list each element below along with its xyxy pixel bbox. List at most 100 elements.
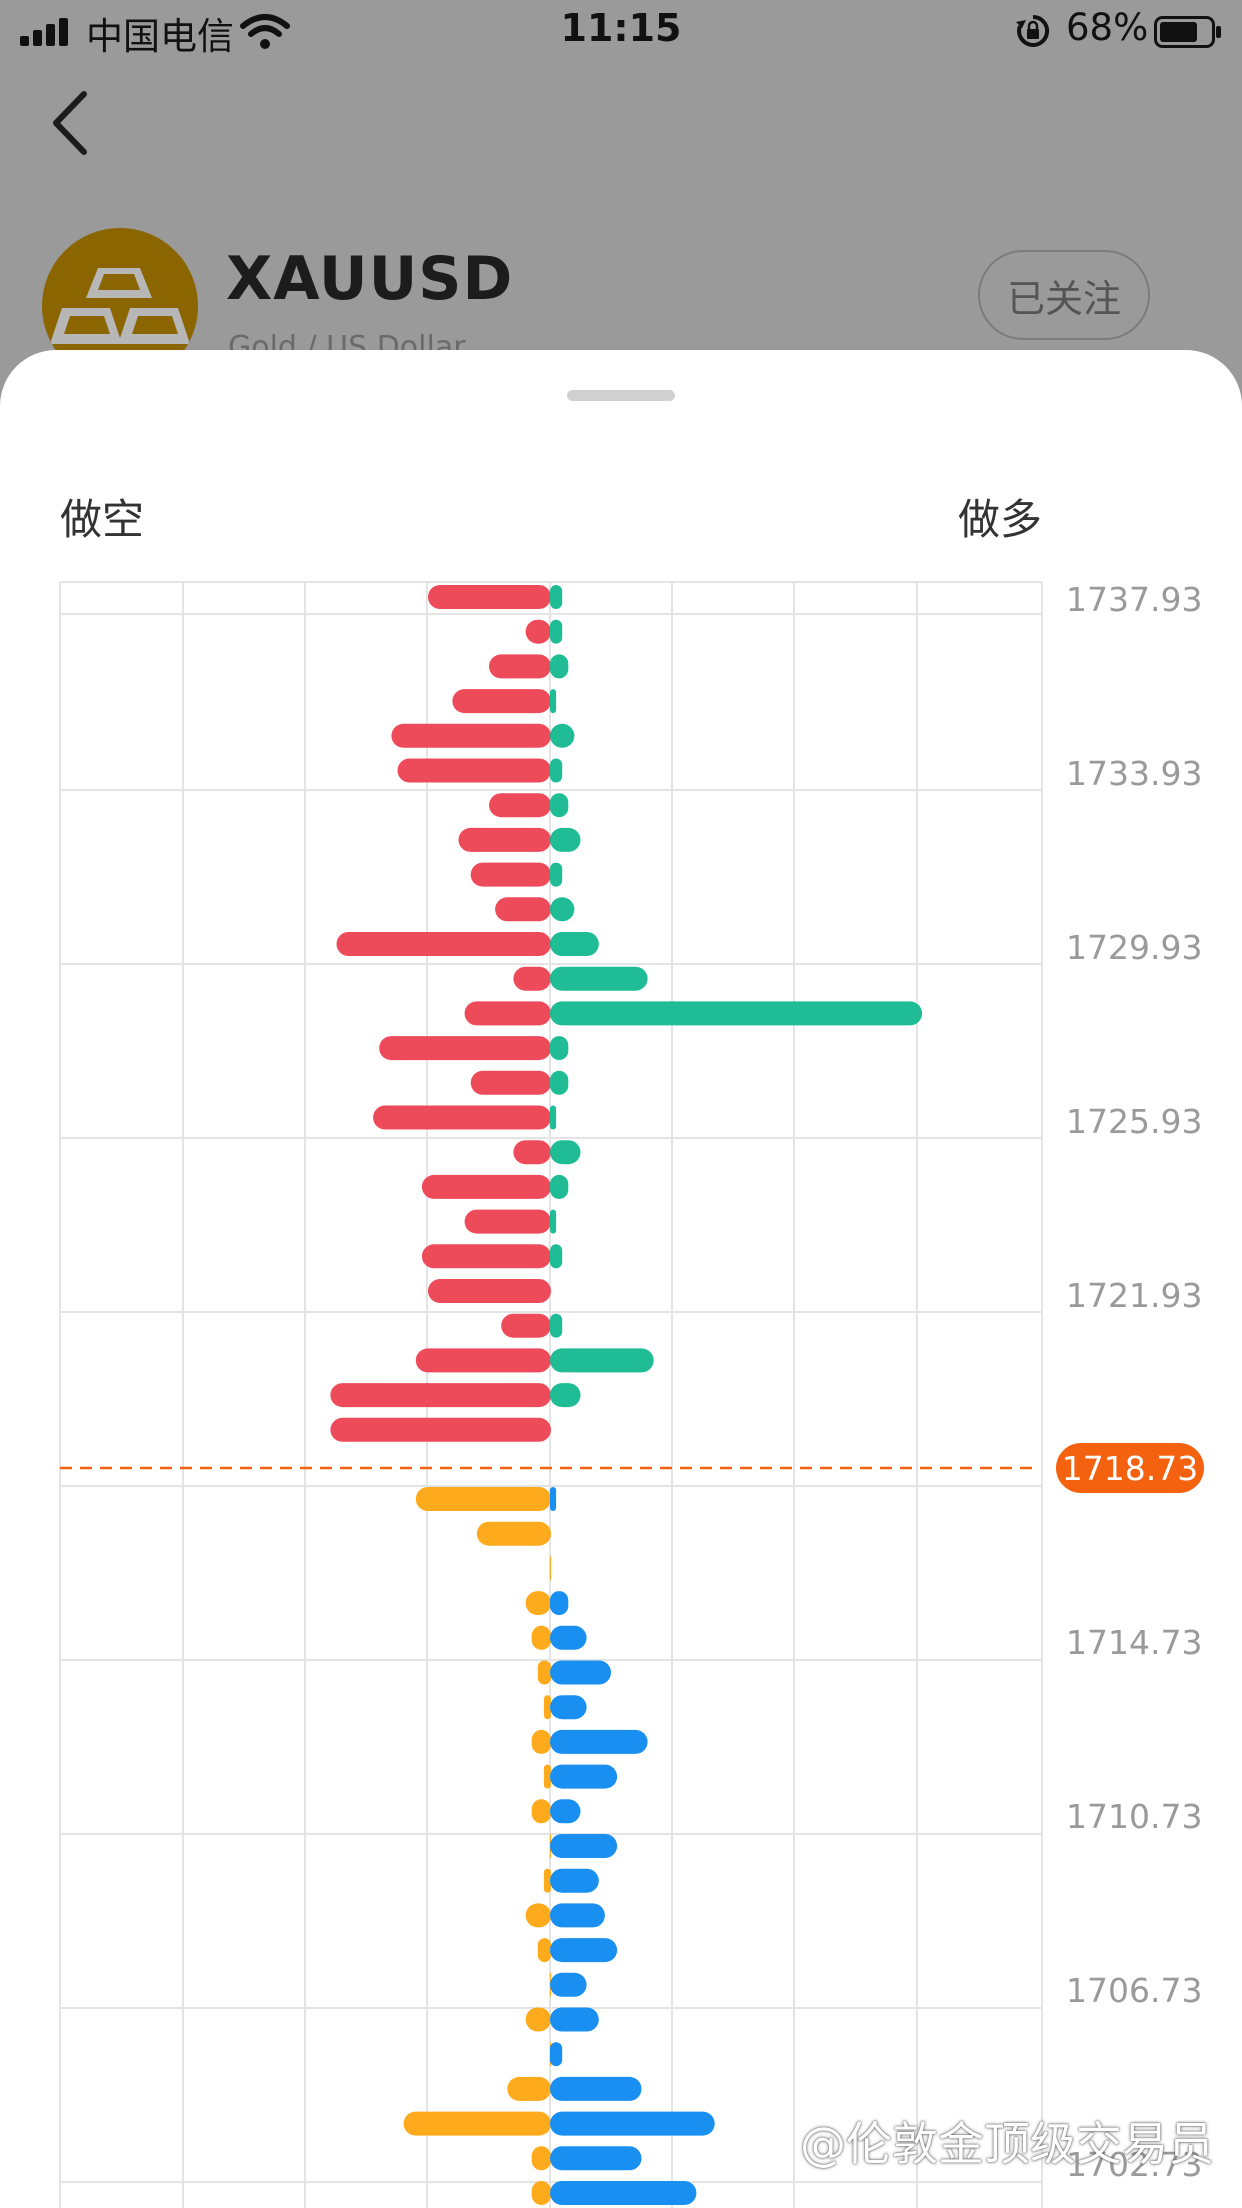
long-bar-above [550,1174,569,1199]
short-bar-above [525,619,551,644]
long-bar-above [550,585,563,609]
short-bar-below [531,1729,551,1754]
short-bar-above [397,758,551,783]
short-bar-above [489,793,551,818]
signal-strength-icon [20,18,68,46]
long-bar-below [550,1938,618,1963]
price-tick-label: 1714.73 [1066,1623,1202,1662]
price-tick-label: 1706.73 [1066,1971,1202,2010]
carrier-name: 中国电信 [86,15,234,58]
long-bar-below [550,1834,618,1858]
short-bar-above [458,827,551,852]
long-bar-below [550,1972,587,1997]
long-bar-above [550,689,557,714]
long-bar-below [550,1591,569,1616]
long-bar-above [550,1348,654,1373]
long-bar-above [550,897,575,922]
price-tick-label: 1710.73 [1066,1797,1202,1836]
long-bar-below [550,1660,611,1685]
long-bar-below [550,1903,605,1928]
long-bar-below [550,2007,599,2032]
short-bar-above [391,723,551,748]
short-bar-below [543,1868,551,1893]
price-tick-label: 1702.73 [1066,2145,1202,2184]
price-tick-label: 1725.93 [1066,1102,1202,1141]
long-bar-below [550,1625,587,1650]
current-price-label: 1718.73 [1062,1449,1198,1488]
short-bar-below [537,1660,551,1685]
short-bar-above [464,1001,551,1026]
long-bar-above [550,1209,557,1234]
short-bar-below [531,2181,551,2205]
short-bar-above [336,932,551,956]
short-bar-above [470,862,551,887]
short-bar-below [543,1764,551,1789]
short-bar-below [531,2146,551,2171]
long-bar-above [550,654,569,679]
short-bar-below [403,2111,551,2136]
long-bar-above [550,619,563,644]
price-tick-label: 1729.93 [1066,928,1202,967]
long-label: 做多 [958,495,1043,544]
short-bar-below [415,1487,551,1511]
short-bar-above [513,1140,551,1165]
back-arrow-icon[interactable] [46,88,94,158]
status-bar: 中国电信 11:15 68% [0,0,1242,66]
long-bar-below [550,1868,599,1893]
long-bar-below [550,2181,697,2205]
long-bar-above [550,827,581,852]
long-bar-above [550,758,563,783]
long-bar-above [550,793,569,818]
short-bar-below [531,1625,551,1650]
short-bar-below [543,1695,551,1720]
short-bar-above [428,1279,551,1303]
short-bar-above [379,1036,551,1061]
short-bar-above [330,1383,551,1408]
short-bar-above [470,1070,551,1095]
short-bar-above [421,1174,551,1199]
long-bar-below [550,1799,581,1824]
wifi-icon [240,14,290,49]
long-bar-above [550,1105,557,1130]
price-tick-label: 1733.93 [1066,754,1202,793]
gold-bars-icon [50,268,190,344]
short-label: 做空 [60,495,145,544]
battery-icon [1154,16,1221,48]
short-bar-below [525,1903,551,1928]
short-bar-above [501,1313,551,1338]
long-bar-above [550,1313,563,1338]
order-book-sheet: 做空 做多 1737.93 1733.93 1729.93 1725.93 1721.9… [0,350,1242,2208]
long-bar-above [550,862,563,887]
long-bar-below [550,1764,618,1789]
sheet-drag-handle[interactable] [567,390,675,401]
clock: 11:15 [560,6,682,50]
instrument-symbol: XAUUSD [226,244,514,314]
long-bar-below [550,2042,563,2067]
short-bar-above [489,654,551,679]
short-bar-below [550,1556,551,1581]
long-bar-below [550,2111,715,2136]
current-price-badge [1056,1443,1204,1493]
long-bar-above [550,1140,581,1165]
short-bar-above [464,1209,551,1234]
short-bar-below [525,1591,551,1616]
short-bar-below [507,2076,551,2101]
price-tick-label: 1737.93 [1066,580,1202,619]
long-bar-above [550,1383,581,1408]
long-bar-below [550,1487,557,1511]
watermark: @伦敦金顶级交易员 [800,2117,1214,2171]
short-bar-above [428,585,551,609]
long-bar-above [550,723,575,748]
long-bar-above [550,1001,923,1026]
short-bar-below [537,1938,551,1963]
short-bar-above [330,1417,551,1442]
price-tick-label: 1721.93 [1066,1276,1202,1315]
follow-button[interactable]: 已关注 [978,250,1150,340]
short-bar-below [476,1521,551,1546]
long-bar-above [550,1070,569,1095]
short-bar-above [415,1348,551,1373]
short-bar-above [373,1105,551,1130]
short-bar-below [525,2007,551,2032]
rotation-lock-icon [1016,14,1050,47]
long-bar-below [550,1695,587,1720]
